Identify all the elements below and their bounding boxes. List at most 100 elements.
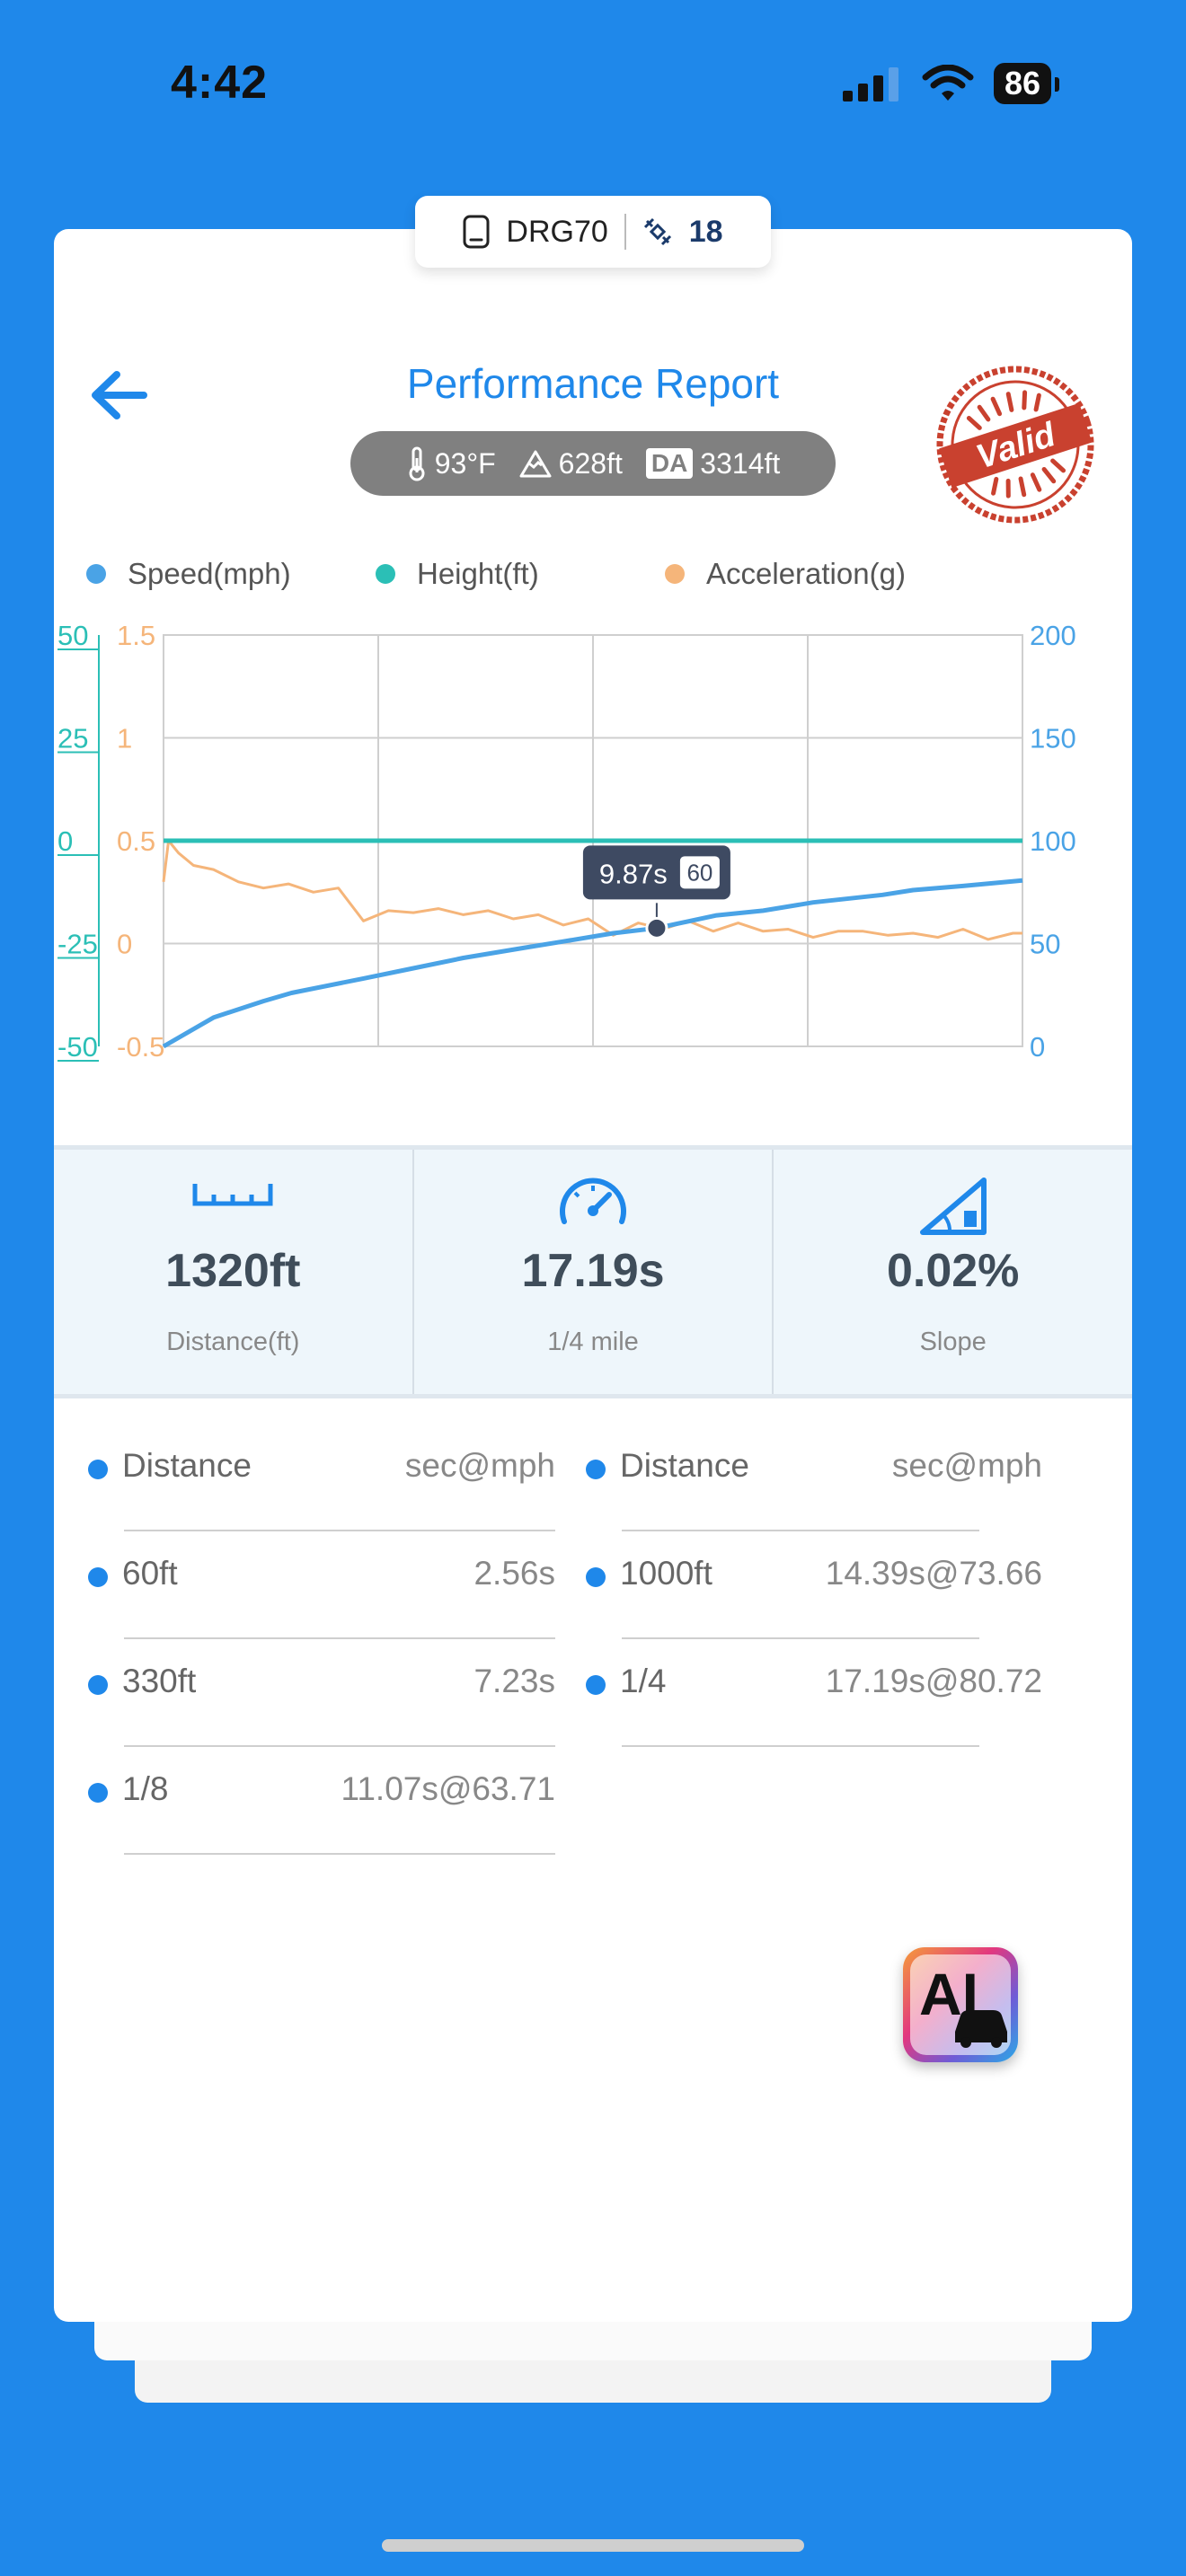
legend-height[interactable]: Height(ft) <box>376 557 539 591</box>
bullet <box>88 1567 108 1587</box>
stat-distance-value: 1320ft <box>165 1245 301 1297</box>
acceleration-tick-label: 1.5 <box>117 620 155 651</box>
bullet <box>586 1675 606 1695</box>
mountain-icon <box>519 450 552 478</box>
speed-tick-label: 200 <box>1030 620 1076 651</box>
speed-series-line <box>162 878 1023 1049</box>
height-tick-label: 25 <box>58 723 88 754</box>
legend-acceleration[interactable]: Acceleration(g) <box>665 557 906 591</box>
split-label: 60ft <box>122 1555 178 1592</box>
ai-assistant-button[interactable]: AI <box>903 1947 1018 2062</box>
row-divider <box>124 1853 555 1855</box>
density-altitude-value: 3314ft <box>700 446 781 480</box>
speed-tick-label: 0 <box>1030 1031 1045 1063</box>
stat-quarter-mile: 17.19s 1/4 mile <box>414 1150 774 1394</box>
back-arrow-icon[interactable] <box>81 355 162 436</box>
density-altitude-item: DA 3314ft <box>645 446 781 481</box>
tooltip-value-box <box>679 856 720 889</box>
split-row-eighth: 1/8 11.07s@63.71 <box>88 1765 555 1873</box>
split-row-quarter: 1/4 17.19s@80.72 <box>586 1657 1042 1765</box>
elevation-item: 628ft <box>519 447 623 481</box>
bullet <box>88 1675 108 1695</box>
split-left-header: Distance sec@mph <box>88 1442 555 1549</box>
page-title: Performance Report <box>406 360 780 407</box>
row-divider <box>124 1530 555 1531</box>
legend-speed-label: Speed(mph) <box>128 557 291 590</box>
wifi-icon <box>922 65 974 101</box>
ruler-icon <box>192 1184 273 1206</box>
valid-stamp-icon: Valid <box>936 366 1094 524</box>
row-divider <box>124 1637 555 1639</box>
split-label: 1/8 <box>122 1770 169 1807</box>
stat-slope-value: 0.02% <box>886 1245 1020 1297</box>
split-label: 330ft <box>122 1663 197 1699</box>
legend-speed-dot <box>86 564 106 584</box>
tooltip-time: 9.87s <box>599 858 668 889</box>
stat-quarter-mile-value: 17.19s <box>521 1245 665 1297</box>
row-divider <box>622 1530 979 1531</box>
split-row-60ft: 60ft 2.56s <box>88 1549 555 1657</box>
split-right-header: Distance sec@mph <box>586 1442 1042 1549</box>
split-row-330ft: 330ft 7.23s <box>88 1657 555 1765</box>
home-indicator[interactable] <box>382 2539 804 2552</box>
tooltip-marker <box>645 916 668 940</box>
row-divider <box>622 1637 979 1639</box>
elevation-value: 628ft <box>558 446 623 480</box>
temperature-item: 93°F <box>406 446 496 481</box>
slope-icon <box>919 1178 987 1235</box>
row-divider <box>622 1745 979 1747</box>
car-icon <box>955 2010 1007 2048</box>
legend-speed[interactable]: Speed(mph) <box>86 557 291 591</box>
acceleration-tick-label: 0.5 <box>117 825 155 857</box>
stat-distance-label: Distance(ft) <box>166 1328 300 1356</box>
split-value: 7.23s <box>474 1663 555 1699</box>
device-name: DRG70 <box>506 214 608 249</box>
speedometer-icon <box>560 1178 626 1224</box>
height-tick-label: 50 <box>58 620 88 651</box>
device-pill[interactable]: DRG70 18 <box>415 196 771 268</box>
da-label: DA <box>645 448 694 479</box>
split-value: sec@mph <box>404 1447 555 1484</box>
height-tick-label: -25 <box>58 929 98 960</box>
bullet <box>88 1783 108 1803</box>
split-label: Distance <box>122 1447 252 1484</box>
satellite-count: 18 <box>688 214 723 249</box>
legend-height-label: Height(ft) <box>417 557 539 590</box>
tooltip-value: 60 <box>686 859 712 886</box>
status-time: 4:42 <box>171 57 269 109</box>
acceleration-tick-label: 0 <box>117 929 132 960</box>
stat-quarter-mile-label: 1/4 mile <box>547 1328 639 1356</box>
stat-distance: 1320ft Distance(ft) <box>54 1150 414 1394</box>
acceleration-tick-label: 1 <box>117 723 132 754</box>
split-value: 11.07s@63.71 <box>341 1770 556 1807</box>
device-icon <box>463 215 490 249</box>
speed-tick-label: 50 <box>1030 929 1060 960</box>
split-label: Distance <box>620 1447 749 1484</box>
stat-slope: 0.02% Slope <box>774 1150 1132 1394</box>
status-icons: 86 <box>842 63 1060 104</box>
height-tick-label: 0 <box>58 825 73 857</box>
acceleration-series-line <box>162 839 1022 941</box>
device-separator <box>624 214 626 250</box>
split-value: 14.39s@73.66 <box>825 1555 1042 1592</box>
split-label: 1000ft <box>620 1555 712 1592</box>
stat-slope-label: Slope <box>919 1328 987 1356</box>
height-tick-label: -50 <box>58 1031 98 1063</box>
report-card: Performance Report 93°F 628ft DA 3314ft <box>54 229 1132 2322</box>
stats-panel: 1320ft Distance(ft) 17.19s 1/4 mile <box>54 1145 1132 1398</box>
satellite-icon <box>643 217 671 246</box>
bullet <box>586 1567 606 1587</box>
split-row-1000ft: 1000ft 14.39s@73.66 <box>586 1549 1042 1657</box>
conditions-pill: 93°F 628ft DA 3314ft <box>350 431 836 496</box>
bullet <box>88 1460 108 1479</box>
legend-acceleration-dot <box>665 564 685 584</box>
legend-height-dot <box>376 564 395 584</box>
speed-tick-label: 150 <box>1030 723 1076 754</box>
temperature-value: 93°F <box>434 446 496 480</box>
performance-chart[interactable]: 50 1.5 200 25 1 150 0 0.5 100 -25 0 50 -50 -0.5 0 9.87s… <box>54 615 1132 1118</box>
cellular-signal-icon <box>842 67 898 101</box>
thermometer-icon <box>409 446 425 481</box>
split-value: 2.56s <box>474 1555 555 1592</box>
split-value: 17.19s@80.72 <box>825 1663 1042 1699</box>
acceleration-tick-label: -0.5 <box>117 1031 164 1063</box>
